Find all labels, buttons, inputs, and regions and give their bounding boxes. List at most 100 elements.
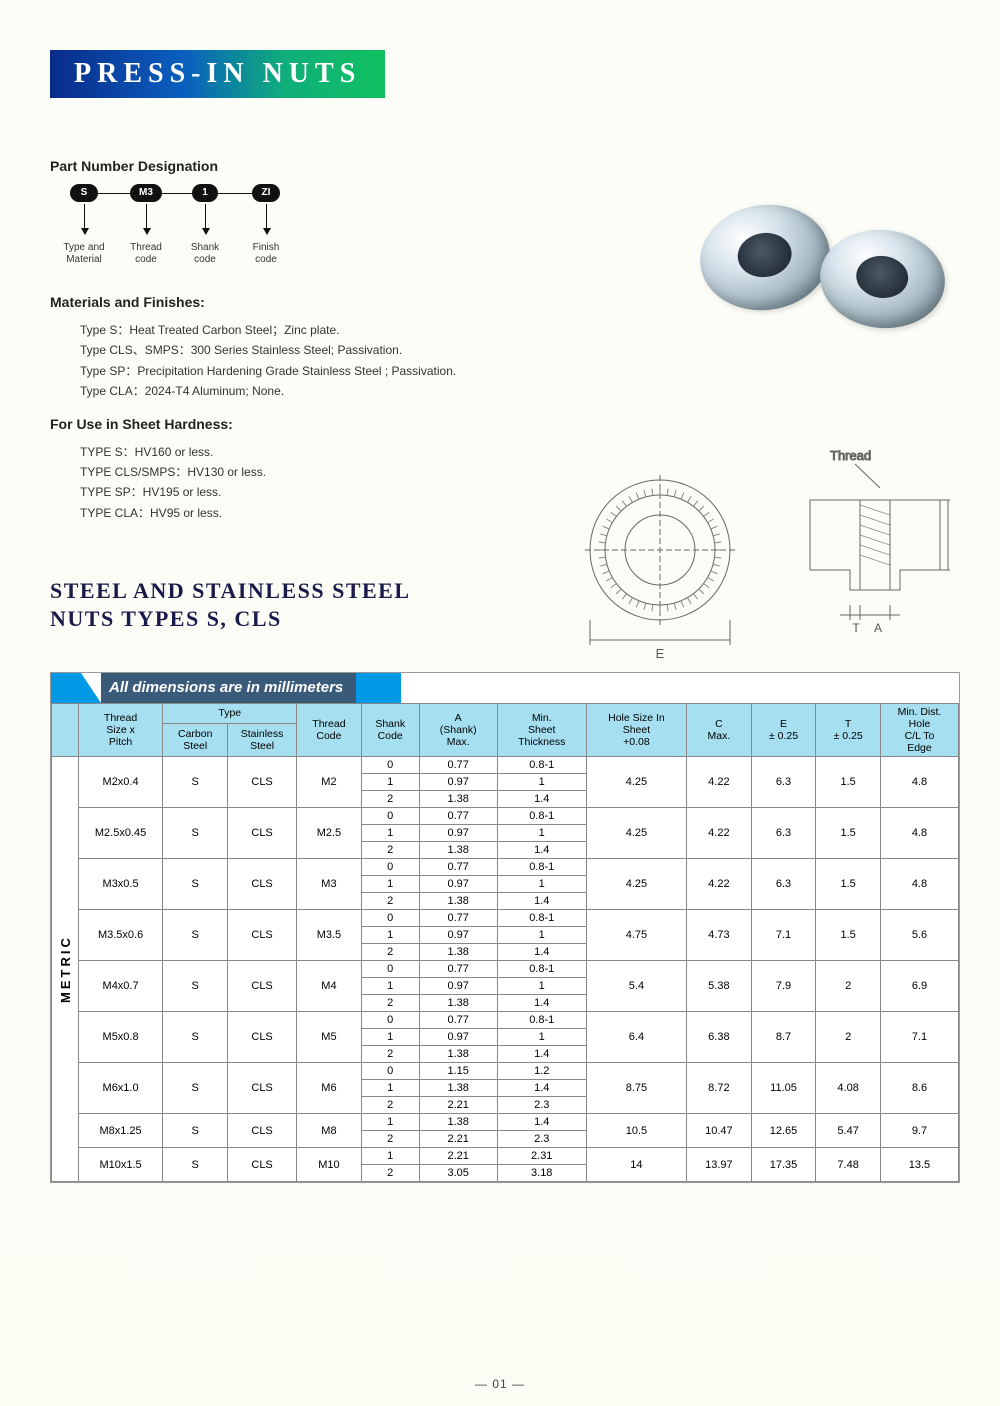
cell-code: M10 xyxy=(297,1148,362,1182)
cell-hole: 8.75 xyxy=(586,1063,686,1114)
cell-a: 1.38 xyxy=(419,791,497,808)
cell-thread: M3x0.5 xyxy=(78,859,163,910)
dim-A-label: A xyxy=(874,621,882,635)
table-row: M6x1.0SCLSM601.151.28.758.7211.054.088.6 xyxy=(52,1063,959,1080)
cell-thread: M3.5x0.6 xyxy=(78,910,163,961)
cell-a: 1.38 xyxy=(419,1114,497,1131)
hardness-header: For Use in Sheet Hardness: xyxy=(50,416,960,432)
part-number-pill: ZI xyxy=(252,184,280,202)
cell-minsheet: 1 xyxy=(497,978,586,995)
cell-shank: 1 xyxy=(361,825,419,842)
table-header: A(Shank)Max. xyxy=(419,704,497,757)
cell-a: 0.97 xyxy=(419,825,497,842)
cell-minsheet: 0.8-1 xyxy=(497,910,586,927)
cell-minsheet: 0.8-1 xyxy=(497,961,586,978)
cell-minsheet: 1.4 xyxy=(497,791,586,808)
table-banner: All dimensions are in millimeters xyxy=(51,673,959,703)
arrow-down-icon xyxy=(266,204,267,234)
cell-code: M6 xyxy=(297,1063,362,1114)
cell-c: 13.97 xyxy=(687,1148,752,1182)
cell-t: 2 xyxy=(816,1012,881,1063)
cell-minsheet: 1.4 xyxy=(497,1080,586,1097)
table-header: E± 0.25 xyxy=(751,704,816,757)
cell-minsheet: 1.4 xyxy=(497,995,586,1012)
cell-minsheet: 2.3 xyxy=(497,1131,586,1148)
cell-c: 4.22 xyxy=(687,808,752,859)
cell-a: 0.77 xyxy=(419,808,497,825)
cell-a: 3.05 xyxy=(419,1165,497,1182)
page-number: — 01 — xyxy=(0,1377,1000,1391)
cell-minsheet: 1 xyxy=(497,1029,586,1046)
page-title-banner: PRESS-IN NUTS xyxy=(50,50,385,98)
cell-hole: 4.75 xyxy=(586,910,686,961)
cell-minsheet: 1.4 xyxy=(497,893,586,910)
cell-a: 1.38 xyxy=(419,842,497,859)
cell-minsheet: 2.3 xyxy=(497,1097,586,1114)
cell-a: 0.97 xyxy=(419,978,497,995)
cell-edge: 7.1 xyxy=(880,1012,958,1063)
cell-a: 0.77 xyxy=(419,1012,497,1029)
table-row: M4x0.7SCLSM400.770.8-15.45.387.926.9 xyxy=(52,961,959,978)
dim-T-label: T xyxy=(852,621,860,635)
cell-a: 1.38 xyxy=(419,995,497,1012)
table-row: M5x0.8SCLSM500.770.8-16.46.388.727.1 xyxy=(52,1012,959,1029)
cell-shank: 0 xyxy=(361,808,419,825)
cell-thread: M8x1.25 xyxy=(78,1114,163,1148)
table-header: ShankCode xyxy=(361,704,419,757)
cell-shank: 0 xyxy=(361,757,419,774)
cell-c: 8.72 xyxy=(687,1063,752,1114)
cell-carbon: S xyxy=(163,859,228,910)
cell-edge: 4.8 xyxy=(880,757,958,808)
cell-c: 4.22 xyxy=(687,757,752,808)
part-number-label: Shankcode xyxy=(177,242,233,266)
cell-minsheet: 1.2 xyxy=(497,1063,586,1080)
cell-minsheet: 0.8-1 xyxy=(497,1012,586,1029)
cell-a: 1.38 xyxy=(419,944,497,961)
list-item: Type CLA：2024-T4 Aluminum; None. xyxy=(80,381,960,401)
cell-edge: 13.5 xyxy=(880,1148,958,1182)
cell-t: 4.08 xyxy=(816,1063,881,1114)
cell-shank: 0 xyxy=(361,859,419,876)
cell-a: 2.21 xyxy=(419,1131,497,1148)
table-row: M10x1.5SCLSM1012.212.311413.9717.357.481… xyxy=(52,1148,959,1165)
cell-stainless: CLS xyxy=(228,910,297,961)
cell-shank: 0 xyxy=(361,961,419,978)
table-row: M3.5x0.6SCLSM3.500.770.8-14.754.737.11.5… xyxy=(52,910,959,927)
cell-hole: 14 xyxy=(586,1148,686,1182)
cell-hole: 6.4 xyxy=(586,1012,686,1063)
table-row: M2.5x0.45SCLSM2.500.770.8-14.254.226.31.… xyxy=(52,808,959,825)
cell-minsheet: 1.4 xyxy=(497,1046,586,1063)
cell-minsheet: 0.8-1 xyxy=(497,808,586,825)
cell-hole: 4.25 xyxy=(586,757,686,808)
table-header xyxy=(52,704,79,757)
table-row: M3x0.5SCLSM300.770.8-14.254.226.31.54.8 xyxy=(52,859,959,876)
cell-minsheet: 1 xyxy=(497,876,586,893)
cell-code: M2.5 xyxy=(297,808,362,859)
cell-a: 0.97 xyxy=(419,774,497,791)
thread-label: Thread xyxy=(830,448,871,463)
arrow-down-icon xyxy=(84,204,85,234)
cell-carbon: S xyxy=(163,808,228,859)
cell-stainless: CLS xyxy=(228,961,297,1012)
cell-minsheet: 2.31 xyxy=(497,1148,586,1165)
cell-code: M3 xyxy=(297,859,362,910)
cell-a: 0.77 xyxy=(419,961,497,978)
cell-thread: M6x1.0 xyxy=(78,1063,163,1114)
table-banner-text: All dimensions are in millimeters xyxy=(101,673,357,703)
cell-carbon: S xyxy=(163,1063,228,1114)
cell-minsheet: 3.18 xyxy=(497,1165,586,1182)
cell-shank: 0 xyxy=(361,910,419,927)
table-header: Type xyxy=(163,704,297,724)
cell-t: 1.5 xyxy=(816,808,881,859)
cell-stainless: CLS xyxy=(228,1063,297,1114)
cell-shank: 1 xyxy=(361,978,419,995)
cell-e: 7.9 xyxy=(751,961,816,1012)
cell-shank: 2 xyxy=(361,1165,419,1182)
table-header: Min.SheetThickness xyxy=(497,704,586,757)
cell-a: 1.15 xyxy=(419,1063,497,1080)
cell-code: M3.5 xyxy=(297,910,362,961)
part-number-label: Threadcode xyxy=(118,242,174,266)
cell-shank: 1 xyxy=(361,774,419,791)
cell-carbon: S xyxy=(163,961,228,1012)
cell-minsheet: 1.4 xyxy=(497,944,586,961)
